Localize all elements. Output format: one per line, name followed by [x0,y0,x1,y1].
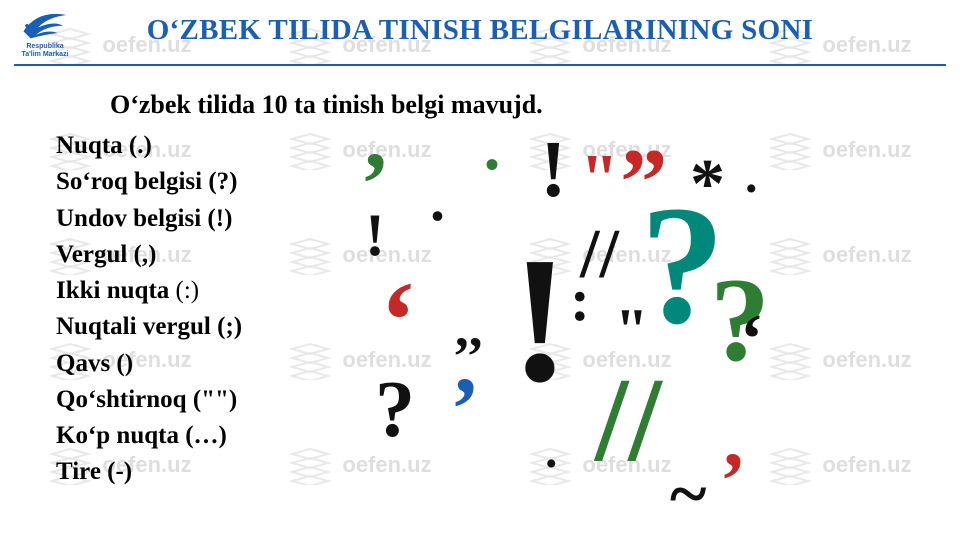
list-item: Nuqta (.) [56,128,242,164]
punctuation-glyph: ,, [455,300,483,355]
punctuation-glyph: . [745,150,758,200]
punctuation-glyph: ~ [670,460,706,530]
list-item: Tire (-) [56,454,242,490]
punctuation-glyph: " [615,300,648,360]
punctuation-glyph: ‘ [380,265,417,375]
list-item: Qavs () [56,346,242,382]
punctuation-glyph: ’ [450,365,480,455]
title-divider [14,64,946,66]
watermark-item: oefen.uz [768,445,911,485]
logo-line2: Ta'lim Markazi [10,51,80,58]
punctuation-glyph: ! [540,130,567,210]
punctuation-illustration: ’.•!"”*.!?//‘,,!:"?‘?’.//‚~ [340,150,760,510]
punctuation-list: Nuqta (.) Soʻroq belgisi (?)Undov belgis… [56,128,242,491]
punctuation-glyph: // [595,360,662,480]
list-item: Qoʻshtirnoq ("") [56,382,242,418]
punctuation-glyph: : [570,270,590,330]
subtitle: Oʻzbek tilida 10 ta tinish belgi mavujd. [110,90,543,120]
watermark-item: oefen.uz [768,340,911,380]
page-title: OʻZBEK TILIDA TINISH BELGILARINING SONI [0,14,960,47]
punctuation-glyph: " [580,145,619,215]
list-item: Soʻroq belgisi (?) [56,164,242,200]
list-item: Ikki nuqta (:) [56,273,242,309]
punctuation-glyph: ! [510,230,570,410]
list-item: Koʻp nuqta (…) [56,418,242,454]
punctuation-glyph: ‚ [720,400,747,480]
punctuation-glyph: . [545,425,558,475]
list-item: Undov belgisi (!) [56,201,242,237]
punctuation-glyph: ? [375,370,415,450]
list-item: Vergul (,) [56,237,242,273]
list-item: Nuqtali vergul (;) [56,309,242,345]
punctuation-glyph: ! [365,205,385,265]
punctuation-glyph: ‘ [740,305,763,375]
punctuation-glyph: . [430,170,445,230]
watermark-item: oefen.uz [768,235,911,275]
punctuation-glyph: • [485,145,499,185]
watermark-item: oefen.uz [768,130,911,170]
